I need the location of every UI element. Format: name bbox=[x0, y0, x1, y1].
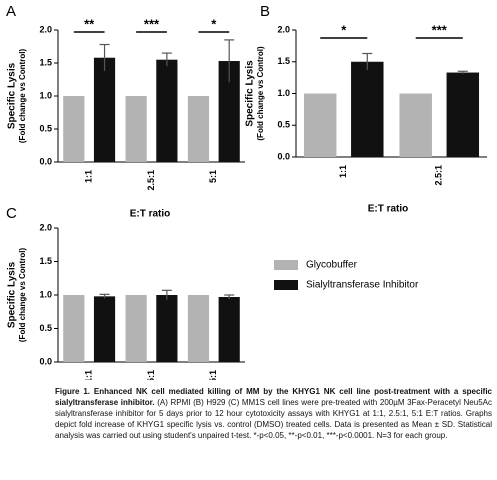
x-axis-label: E:T ratio bbox=[130, 209, 171, 220]
bar bbox=[125, 295, 147, 362]
y-tick-label: 1.0 bbox=[39, 90, 52, 100]
y-axis-label: (Fold change vs Control) bbox=[256, 46, 265, 141]
y-axis-label: (Fold change vs Control) bbox=[18, 49, 27, 144]
x-tick-label: 1:1 bbox=[84, 370, 94, 380]
y-tick-label: 0.5 bbox=[277, 120, 290, 130]
panel-letter: B bbox=[260, 3, 270, 20]
y-tick-label: 2.0 bbox=[39, 24, 52, 34]
error-bar bbox=[457, 70, 468, 74]
y-tick-label: 1.5 bbox=[39, 256, 52, 266]
caption: Figure 1. Enhanced NK cell mediated kill… bbox=[55, 386, 492, 441]
bar bbox=[93, 296, 116, 362]
bar bbox=[156, 295, 178, 362]
error-bar bbox=[224, 39, 235, 83]
panel-letter: C bbox=[6, 205, 17, 222]
x-axis-label: E:T ratio bbox=[368, 204, 409, 215]
significance-label: *** bbox=[144, 16, 160, 31]
y-tick-label: 1.5 bbox=[39, 57, 52, 67]
y-tick-label: 1.0 bbox=[39, 289, 52, 299]
bar bbox=[399, 93, 432, 157]
bar bbox=[351, 61, 384, 157]
y-tick-label: 2.0 bbox=[277, 24, 290, 34]
x-tick-label: 2.5:1 bbox=[434, 165, 444, 186]
bar bbox=[93, 57, 116, 162]
legend-label: Glycobuffer bbox=[306, 260, 358, 271]
y-tick-label: 2.0 bbox=[39, 222, 52, 232]
caption-text: (A) RPMI (B) H929 (C) MM1S cell lines we… bbox=[55, 398, 492, 440]
x-tick-label: 5:1 bbox=[208, 170, 218, 183]
significance-label: ** bbox=[84, 16, 95, 31]
caption-title: Figure 1. Enhanced NK cell mediated kill… bbox=[55, 387, 492, 407]
x-tick-label: 2.5:1 bbox=[146, 170, 156, 191]
bar bbox=[303, 93, 337, 157]
legend-swatch bbox=[274, 260, 298, 270]
panel-letter: A bbox=[6, 3, 16, 20]
bar bbox=[187, 96, 210, 162]
x-tick-label: 1:1 bbox=[84, 170, 94, 183]
y-axis-label: Specific Lysis bbox=[245, 60, 256, 127]
x-tick-label: 1:1 bbox=[338, 165, 348, 178]
legend-swatch bbox=[274, 280, 298, 290]
error-bar bbox=[161, 52, 172, 67]
y-axis-label: Specific Lysis bbox=[7, 261, 18, 328]
significance-label: *** bbox=[432, 22, 448, 37]
bar bbox=[446, 72, 480, 157]
y-tick-label: 0.0 bbox=[277, 151, 290, 161]
y-tick-label: 0.5 bbox=[39, 323, 52, 333]
x-tick-label: 5:1 bbox=[208, 370, 218, 380]
legend-label: Sialyltransferase Inhibitor bbox=[306, 280, 419, 291]
bar bbox=[156, 59, 178, 163]
bar bbox=[218, 61, 240, 162]
error-bar bbox=[362, 52, 373, 71]
bar bbox=[125, 96, 147, 162]
y-axis-label: Specific Lysis bbox=[7, 62, 18, 129]
error-bar bbox=[224, 294, 235, 300]
significance-label: * bbox=[211, 16, 217, 31]
bar bbox=[63, 96, 85, 162]
error-bar bbox=[99, 43, 110, 71]
y-tick-label: 0.0 bbox=[39, 356, 52, 366]
bar bbox=[187, 295, 210, 362]
x-tick-label: 2.5:1 bbox=[146, 370, 156, 380]
error-bar bbox=[161, 289, 172, 300]
y-tick-label: 1.0 bbox=[277, 88, 290, 98]
bar bbox=[218, 297, 240, 362]
y-tick-label: 0.0 bbox=[39, 156, 52, 166]
bar bbox=[63, 295, 85, 362]
y-tick-label: 0.5 bbox=[39, 123, 52, 133]
error-bar bbox=[99, 293, 110, 299]
significance-label: * bbox=[341, 22, 347, 37]
y-axis-label: (Fold change vs Control) bbox=[18, 248, 27, 343]
y-tick-label: 1.5 bbox=[277, 56, 290, 66]
